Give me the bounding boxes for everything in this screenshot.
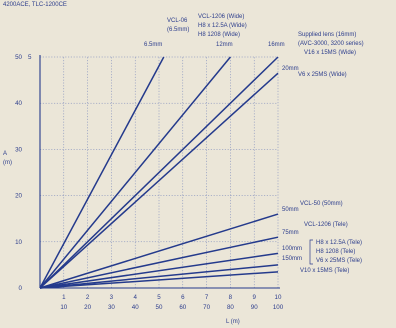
series-line-2 [39,56,231,289]
y-axis-label-line2: (m) [3,160,12,166]
annotation-supplied-line3: V16 x 15MS (Wide) [304,50,356,56]
series-end-label-100mm: 100mm [282,246,302,252]
series-line-9 [39,271,279,289]
x-tick-top-9: 9 [252,294,256,301]
annotation-supplied-line2: (AVC-3000, 3200 series) [298,41,364,47]
series-line-6 [39,236,279,289]
y-axis-label-line1: A [3,151,7,157]
x-tick-top-7: 7 [205,294,209,301]
x-axis-label: L (m) [226,319,240,325]
series-end-label-16mm: 16mm [268,42,285,48]
y-tick-20: 20 [15,193,22,200]
x-tick-top-2: 2 [86,294,90,301]
series-end-label-50mm: 50mm [282,207,299,213]
y-tick-10: 10 [15,239,22,246]
annotation-supplied-line1: Supplied lens (16mm) [298,32,356,38]
x-tick-bottom-10: 10 [60,304,67,311]
x-tick-bottom-80: 80 [227,304,234,311]
x-tick-bottom-60: 60 [179,304,186,311]
series-line-3 [39,56,279,289]
y-tick-50: 50 [15,54,22,61]
y-tick-40: 40 [15,100,22,107]
annotation-vcl50: VCL-50 (50mm) [300,201,343,207]
x-tick-bottom-20: 20 [84,304,91,311]
x-tick-bottom-70: 70 [203,304,210,311]
annotation-vcl1206tele: VCL-1206 (Tele) [304,222,348,228]
series-line-1 [39,56,165,289]
y-tick-30: 30 [15,146,22,153]
x-tick-top-1: 1 [62,294,66,301]
series-end-label-75mm: 75mm [282,230,299,236]
x-tick-top-5: 5 [157,294,161,301]
y-tick-extra: 5 [28,54,32,61]
annotation-bracket [309,239,313,265]
series-end-label-6-5mm: 6.5mm [144,42,162,48]
annotation-h8tele-line3: V6 x 25MS (Tele) [316,258,362,264]
series-lines [39,56,279,289]
x-tick-top-8: 8 [229,294,233,301]
annotation-vcl1206wide-line3: H8 1208 (Wide) [198,32,240,38]
page-title: 4200ACE, TLC-1200CE [3,2,67,8]
x-tick-bottom-90: 90 [251,304,258,311]
series-line-8 [39,264,279,289]
series-line-5 [39,213,279,289]
x-tick-top-10: 10 [275,294,282,301]
series-line-7 [39,252,279,289]
annotation-vcl06-line1: VCL-06 [167,18,188,24]
y-tick-0: 0 [19,285,23,292]
x-tick-bottom-40: 40 [132,304,139,311]
tick-labels: 1 10 2 20 3 30 4 40 5 50 6 60 7 70 8 80 9 90 10 100 0 10 20 30 4… [15,54,284,311]
annotation-v6wide: V6 x 25MS (Wide) [298,72,347,78]
x-tick-top-3: 3 [110,294,114,301]
x-tick-top-4: 4 [133,294,137,301]
series-end-label-150mm: 150mm [282,256,302,262]
series-line-4 [39,72,279,289]
annotation-vcl1206wide-line2: H8 x 12.5A (Wide) [198,23,247,29]
annotation-h8tele-line1: H8 x 12.5A (Tele) [316,240,362,246]
series-end-label-12mm: 12mm [216,42,233,48]
series-end-label-20mm: 20mm [282,66,299,72]
x-tick-top-6: 6 [181,294,185,301]
annotation-vcl06-line2: (6.5mm) [167,27,189,33]
annotation-h8tele-line2: H8 1208 (Tele) [316,249,355,255]
x-tick-bottom-30: 30 [108,304,115,311]
axes [39,55,280,289]
x-tick-bottom-50: 50 [156,304,163,311]
annotation-vcl1206wide-line1: VCL-1206 (Wide) [198,14,244,20]
x-tick-bottom-100: 100 [273,304,284,311]
annotation-v10tele: V10 x 15MS (Tele) [300,268,349,274]
